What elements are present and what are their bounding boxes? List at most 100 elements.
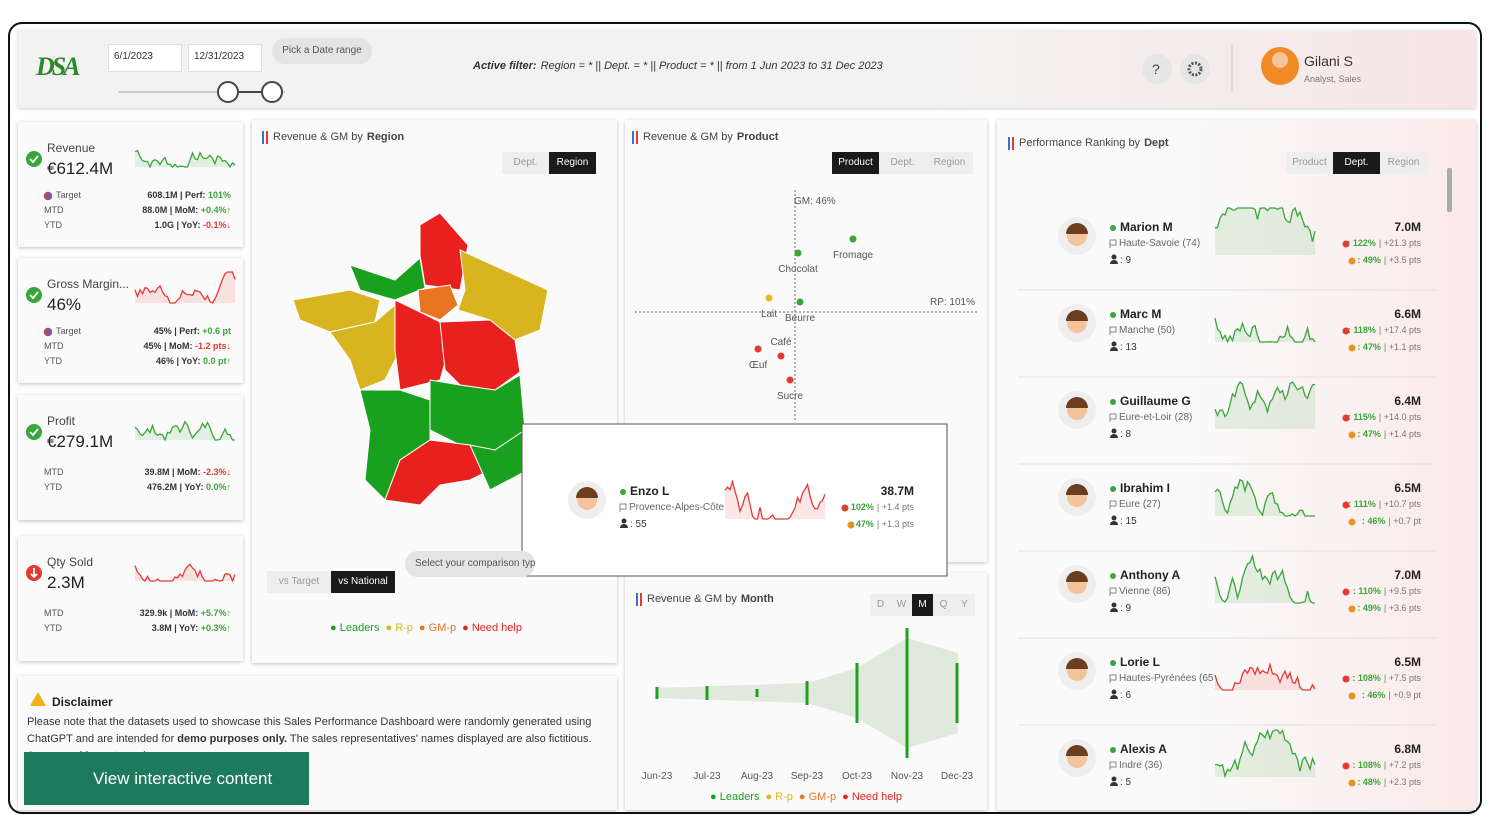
- kpi-row-text: 46% | YoY:: [155, 356, 203, 366]
- avatar-hair: [1066, 745, 1088, 756]
- kpi-row-value: 88.0M | MoM: +0.4%↑: [142, 205, 231, 215]
- panel-title-bold: Region: [366, 131, 405, 143]
- date-input[interactable]: [188, 44, 262, 72]
- person-dept: Haute-Savoie (74): [1119, 238, 1201, 249]
- toggle-button[interactable]: Region: [1380, 152, 1427, 174]
- person-icon: [1110, 434, 1118, 438]
- person-gm-value: : 47%: [850, 519, 874, 529]
- toggle-button[interactable]: D: [870, 594, 891, 616]
- slider-handle[interactable]: [217, 81, 239, 103]
- kpi-row-delta: -1.2 pts↓: [194, 341, 231, 351]
- toggle-button[interactable]: Product: [832, 152, 879, 174]
- toggle-button[interactable]: vs National: [331, 571, 395, 593]
- kpi-row-delta: +5.7%↑: [200, 608, 231, 618]
- person-revenue: 38.7M: [880, 484, 914, 498]
- person-revenue: 6.4M: [1394, 394, 1421, 408]
- metric-icon: [1342, 675, 1350, 683]
- flag-icon: [1109, 587, 1117, 596]
- scatter-point: [786, 376, 794, 384]
- metric-icon: [1342, 762, 1350, 770]
- avatar-hair: [1066, 310, 1088, 321]
- kpi-row-text: 476.2M | YoY:: [146, 482, 206, 492]
- metric-icon: [1348, 518, 1356, 526]
- panel-title-prefix: Performance Ranking by: [1019, 137, 1141, 149]
- person-gm-delta: | +3.5 pts: [1383, 255, 1421, 265]
- status-dot: [1110, 312, 1116, 318]
- toggle-button[interactable]: Region: [926, 152, 973, 174]
- kpi-row-value: 46% | YoY: 0.0 pt↑: [156, 356, 231, 366]
- map-region: [329, 304, 401, 391]
- person-icon: [1110, 521, 1118, 525]
- person-rp-delta: | +9.5 pts: [1383, 586, 1421, 596]
- toggle-button[interactable]: Product: [1286, 152, 1333, 174]
- status-dot: [1110, 225, 1116, 231]
- toggle-button[interactable]: Q: [933, 594, 954, 616]
- status-glyph: [29, 291, 39, 300]
- x-tick-label: Oct-23: [841, 771, 873, 782]
- person-rp: : 111% | +10.7 pts: [1348, 499, 1421, 509]
- outer-frame: [8, 22, 1482, 814]
- person-revenue: 7.0M: [1394, 568, 1421, 582]
- flag-icon: [1109, 674, 1117, 683]
- x-tick-label: Nov-23: [890, 771, 924, 782]
- person-gm-value: : 47%: [1357, 429, 1381, 439]
- toggle-button[interactable]: Dept.: [502, 152, 549, 174]
- person-icon: [1111, 776, 1117, 782]
- kpi-row-delta: 0.0 pt↑: [202, 356, 231, 366]
- person-gm: : 46% | +0.9 pt: [1362, 690, 1421, 700]
- toggle-button[interactable]: vs Target: [267, 571, 331, 593]
- legend: ● Leaders ● R-p ● GM-p ● Need help: [707, 791, 905, 803]
- user-role: Analyst, Sales: [1304, 74, 1362, 84]
- person-gm-value: : 47%: [1357, 342, 1381, 352]
- status-dot: [1110, 573, 1116, 579]
- status-icon: [26, 424, 42, 440]
- kpi-row-label: MTD: [44, 205, 64, 215]
- toggle-button[interactable]: Region: [549, 152, 596, 174]
- help-button[interactable]: [1142, 54, 1172, 84]
- person-gm: : 47% | +1.3 pts: [850, 519, 914, 529]
- toggle-button[interactable]: M: [912, 594, 933, 616]
- view-interactive-button[interactable]: View interactive content: [24, 752, 309, 805]
- flag-icon: [1109, 761, 1117, 770]
- person-icon: [1111, 602, 1117, 608]
- toggle-button[interactable]: W: [891, 594, 912, 616]
- settings-button[interactable]: [1180, 54, 1210, 84]
- sparkline: [134, 563, 236, 583]
- slider-handle[interactable]: [261, 81, 283, 103]
- person-dept: Manche (50): [1119, 325, 1176, 336]
- kpi-row-text: 3.8M | YoY:: [151, 623, 201, 633]
- toggle-button[interactable]: Y: [954, 594, 975, 616]
- person-rp-delta: | +14.0 pts: [1378, 412, 1421, 422]
- person-gm: : 49% | +3.5 pts: [1357, 255, 1421, 265]
- user-avatar-face: [1272, 52, 1288, 68]
- toggle-button[interactable]: Dept.: [879, 152, 926, 174]
- metric-icon: [1348, 779, 1356, 787]
- person-gm-delta: | +2.3 pts: [1383, 777, 1421, 787]
- target-icon: [43, 327, 53, 337]
- person-rp: : 108% | +7.5 pts: [1352, 673, 1421, 683]
- person-revenue: 7.0M: [1394, 220, 1421, 234]
- toggle-button[interactable]: Dept.: [1333, 152, 1380, 174]
- scatter-point: [754, 345, 762, 353]
- title-marker: [1012, 137, 1014, 150]
- person-rp-value: : 111%: [1348, 499, 1376, 509]
- person-rp-value: : 102%: [845, 502, 874, 512]
- point-label: Lait: [760, 309, 778, 320]
- point-label: Beurre: [784, 313, 816, 324]
- sparkline-area: [135, 150, 235, 167]
- person-rp-delta: | +21.3 pts: [1378, 238, 1421, 248]
- person-count: : 8: [1120, 429, 1132, 440]
- person-revenue: 6.6M: [1394, 307, 1421, 321]
- date-input[interactable]: [108, 44, 182, 72]
- kpi-title: Gross Margin...: [47, 277, 130, 291]
- metric-icon: [1348, 605, 1356, 613]
- sparkline-area: [1215, 479, 1315, 516]
- kpi-row-delta: -0.1%↓: [202, 220, 231, 230]
- person-gm: : 48% | +2.3 pts: [1357, 777, 1421, 787]
- sparkline: [134, 420, 235, 442]
- status-dot: [1110, 486, 1116, 492]
- status-glyph: [29, 428, 39, 437]
- person-name: Alexis A: [1120, 742, 1167, 756]
